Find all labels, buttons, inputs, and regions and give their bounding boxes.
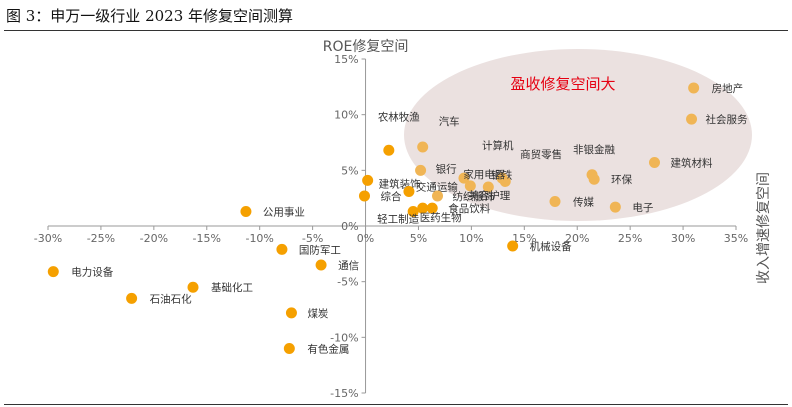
data-point [507, 240, 519, 252]
y-tick-label: -15% [330, 387, 358, 400]
data-point-label: 有色金属 [307, 342, 349, 355]
data-point [482, 181, 494, 193]
data-point [458, 172, 470, 184]
x-tick-label: -25% [87, 232, 115, 245]
data-point [415, 164, 427, 176]
x-tick-label: -30% [34, 232, 62, 245]
x-tick-label: 0% [357, 232, 374, 245]
data-point-label: 非银金融 [573, 143, 615, 156]
x-tick-label: -20% [140, 232, 168, 245]
data-point [432, 190, 444, 202]
data-point [648, 157, 660, 169]
data-point-label: 电力设备 [71, 266, 113, 279]
highlight-ellipse [404, 49, 752, 221]
data-point-label: 电子 [632, 201, 653, 214]
data-point-label: 社会服务 [706, 113, 748, 126]
data-point-label: 综合 [380, 190, 401, 203]
y-tick-label: 15% [334, 53, 358, 66]
y-tick-label: -10% [330, 331, 358, 344]
data-point [47, 266, 59, 278]
data-point [588, 173, 600, 185]
x-tick-label: -10% [245, 232, 273, 245]
data-point [609, 201, 621, 213]
data-point [187, 281, 199, 293]
data-point-label: 环保 [611, 173, 632, 186]
y-axis-title: ROE修复空间 [323, 38, 409, 55]
x-axis-title: 收入增速修复空间 [755, 172, 772, 284]
data-point-label: 房地产 [712, 82, 744, 95]
data-point [417, 202, 429, 214]
data-points: 房地产社会服务建筑材料非银金融环保电子传媒钢铁商贸零售计算机家用电器美容护理汽车… [47, 82, 748, 355]
data-point [496, 172, 508, 184]
data-point-label: 汽车 [439, 115, 460, 128]
data-point-label: 食品饮料 [448, 202, 490, 215]
data-point-label: 轻工制造 [377, 213, 419, 226]
data-point [383, 144, 395, 156]
data-point [358, 190, 370, 202]
x-tick-label: 25% [618, 232, 642, 245]
data-point-label: 建筑材料 [670, 157, 712, 170]
data-point [549, 196, 561, 208]
y-tick-label: 0% [341, 220, 358, 233]
title-divider [4, 30, 788, 31]
data-point [688, 82, 700, 94]
x-tick-label: 5% [410, 232, 427, 245]
data-point-label: 基础化工 [211, 281, 253, 294]
x-tick-label: 10% [459, 232, 483, 245]
data-point-label: 国防军工 [299, 243, 341, 256]
x-tick-label: 15% [512, 232, 536, 245]
data-point-label: 银行 [436, 162, 457, 175]
data-point-label: 家用电器 [463, 168, 505, 181]
data-point-label: 石油石化 [150, 292, 192, 305]
data-point [285, 307, 297, 319]
data-point-label: 传媒 [573, 196, 594, 209]
data-point [407, 206, 419, 218]
data-point-label: 机械设备 [530, 240, 572, 253]
callout-annotation: 盈收修复空间大 [510, 75, 615, 93]
y-tick-label: 5% [341, 164, 358, 177]
data-point-label: 商贸零售 [520, 148, 562, 161]
x-tick-label: -5% [302, 232, 323, 245]
data-point-label: 计算机 [482, 139, 514, 152]
data-point-label: 公用事业 [263, 206, 305, 219]
data-point-label: 煤炭 [307, 307, 328, 320]
data-point [417, 141, 429, 153]
data-point-label: 医药生物 [420, 211, 462, 224]
data-point [240, 206, 252, 218]
axes: -30% -25% -20% -15% -10% -5% 0% 5% 10% 15% 20% 25% 3… [34, 53, 748, 400]
data-point [276, 243, 288, 255]
x-tick-label: -15% [193, 232, 221, 245]
data-point-label: 通信 [338, 260, 359, 272]
y-tick-label: 10% [334, 109, 358, 122]
data-point [362, 174, 374, 186]
figure-title: 图 3：申万一级行业 2023 年修复空间测算 [6, 7, 294, 25]
data-point-label: 纺织服饰 [453, 190, 495, 203]
data-point [403, 185, 415, 197]
data-point [426, 202, 438, 214]
data-point [283, 342, 295, 354]
data-point [464, 180, 476, 192]
data-point [126, 292, 138, 304]
data-point-label: 美容护理 [468, 189, 510, 202]
data-point-label: 交通运输 [416, 180, 458, 193]
data-point [315, 259, 327, 271]
data-point-label: 农林牧渔 [378, 110, 420, 123]
data-point-label: 建筑装饰 [379, 177, 421, 190]
data-point [686, 113, 698, 125]
x-tick-label: 35% [724, 232, 748, 245]
x-tick-label: 20% [565, 232, 589, 245]
bottom-divider [4, 404, 788, 405]
y-tick-label: -5% [337, 276, 358, 289]
x-tick-label: 30% [671, 232, 695, 245]
